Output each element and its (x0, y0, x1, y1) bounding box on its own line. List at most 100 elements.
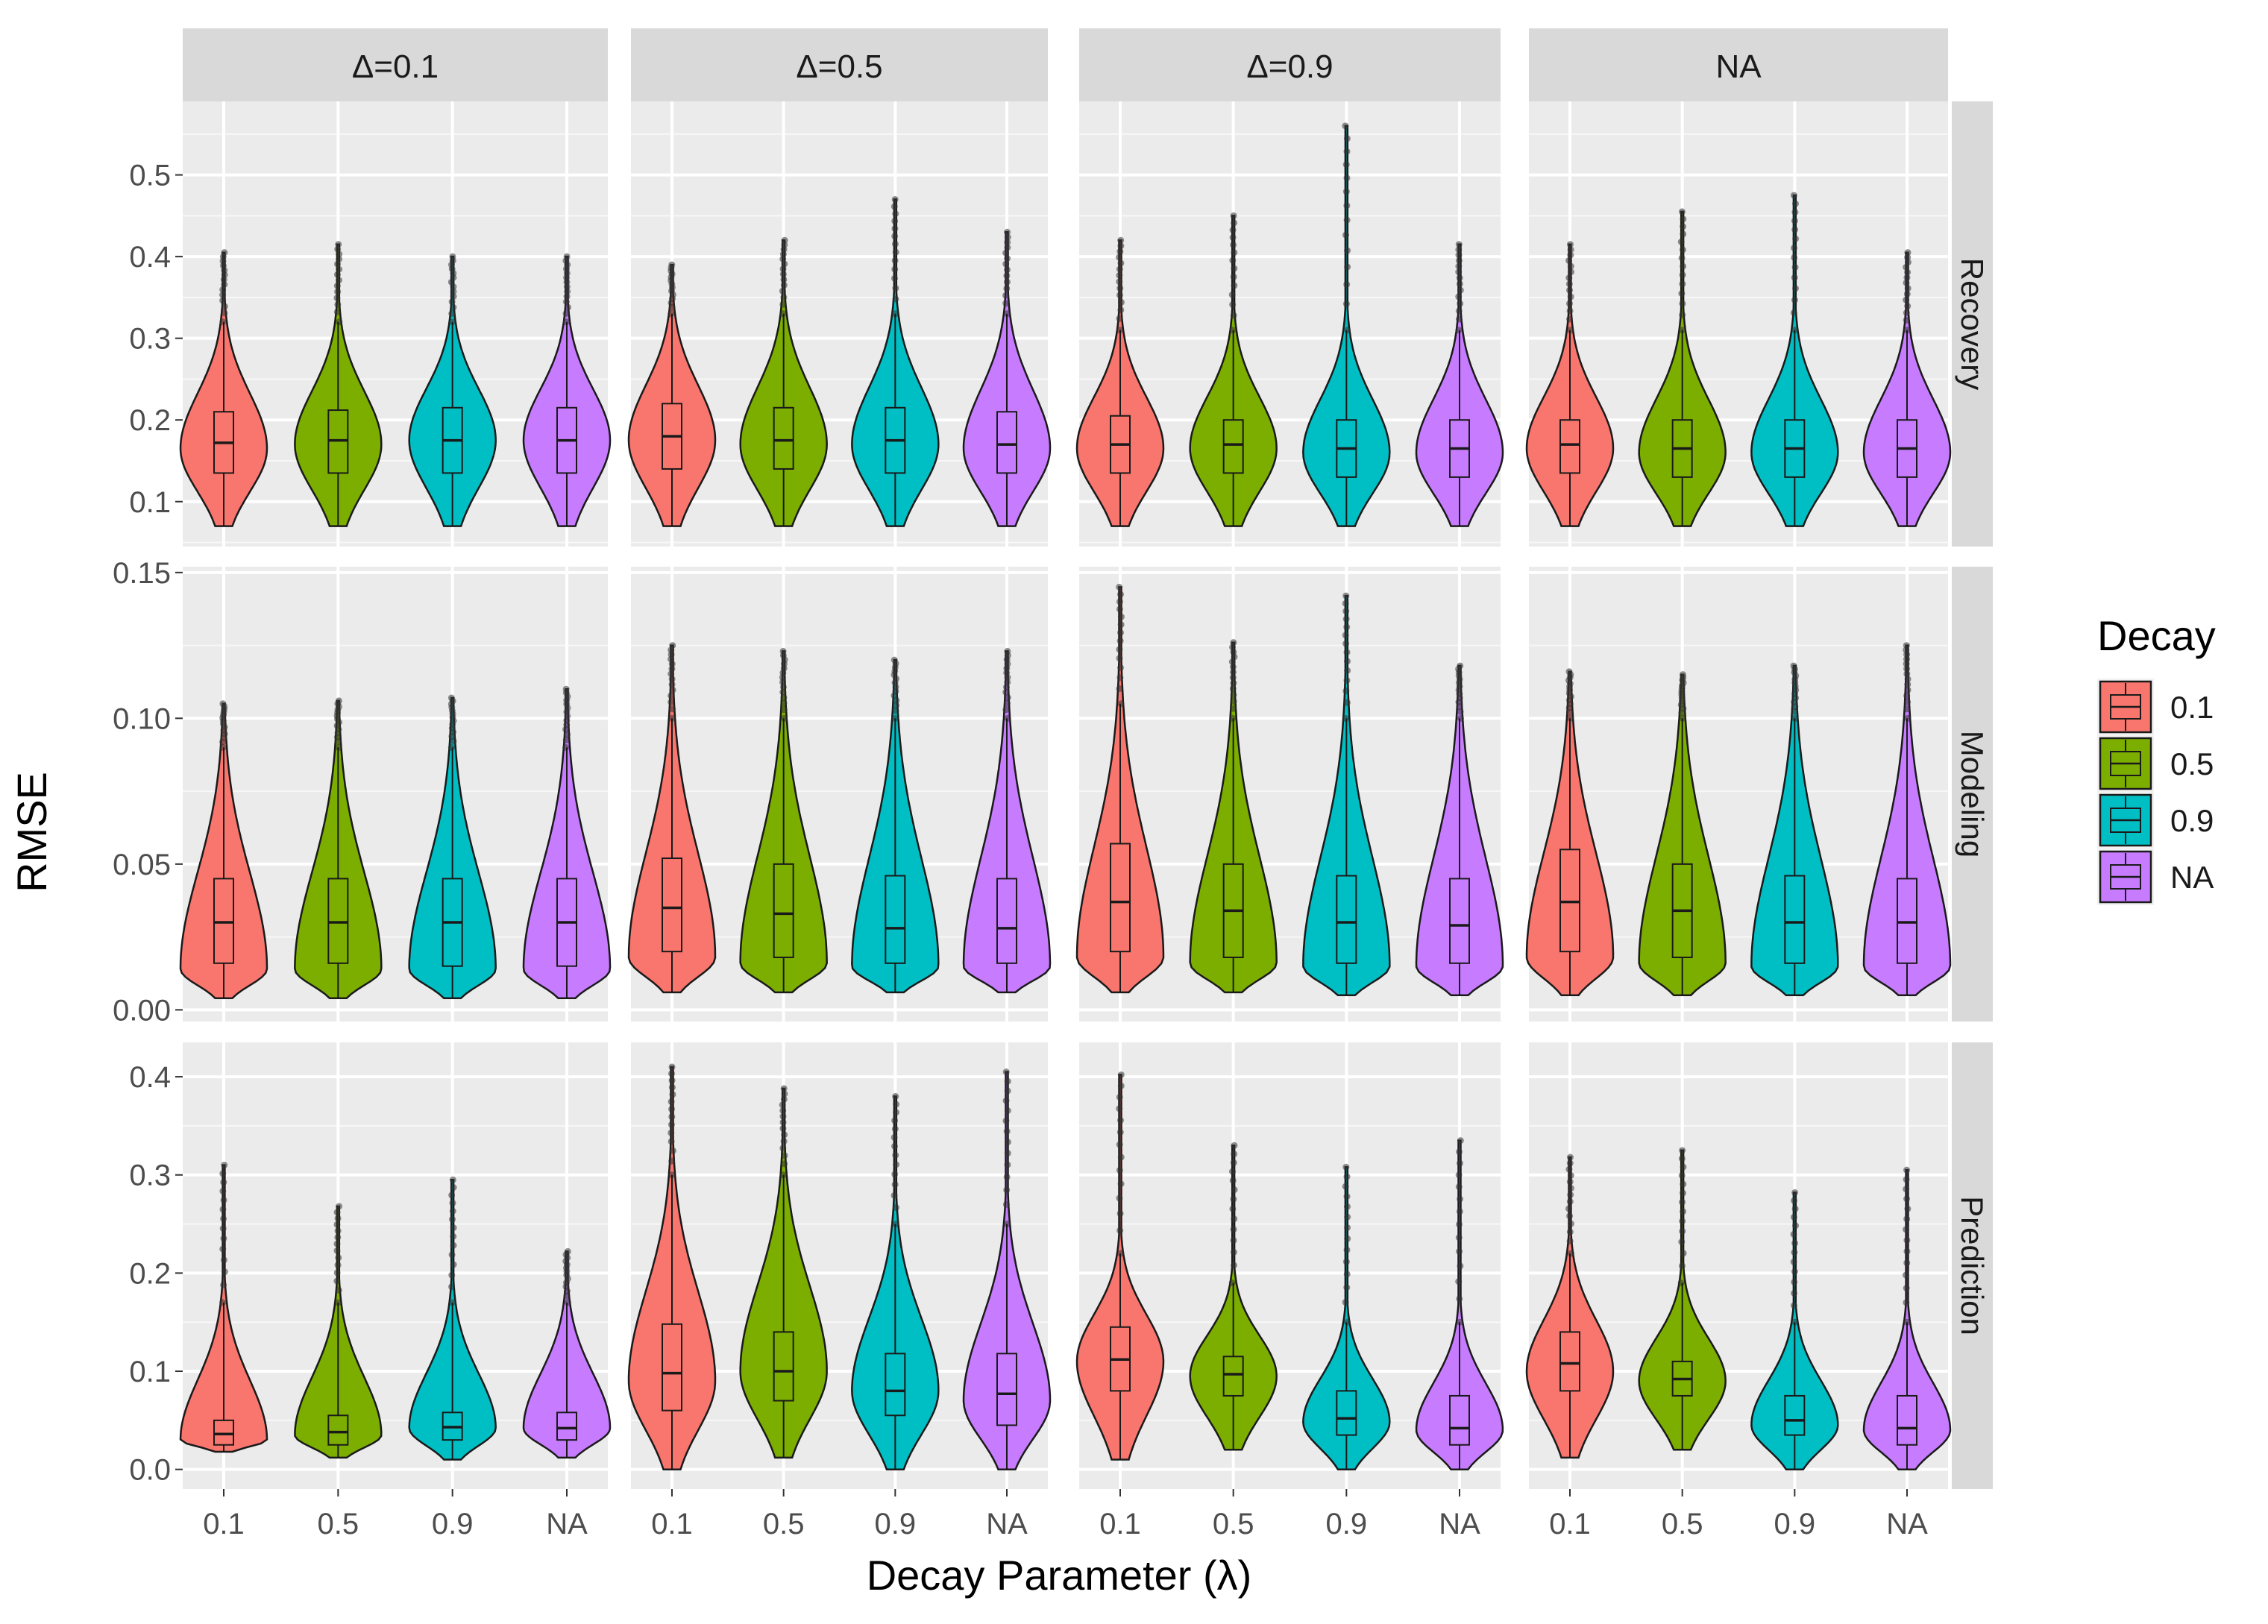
outlier-point (779, 1145, 787, 1152)
x-tick-label: 0.9 (875, 1508, 917, 1540)
outlier-point (1116, 1166, 1123, 1174)
outlier-point (1004, 1107, 1011, 1114)
outlier-point (1790, 309, 1797, 316)
outlier-point (890, 274, 898, 282)
outlier-point (1004, 699, 1011, 707)
outlier-point (891, 195, 899, 203)
facet-panel (627, 101, 1052, 547)
outlier-point (562, 685, 570, 693)
outlier-point (1455, 1221, 1463, 1228)
box (1449, 878, 1470, 964)
outlier-point (779, 1124, 787, 1132)
box (1222, 419, 1244, 474)
outlier-point (219, 1206, 227, 1213)
outlier-point (1230, 1159, 1237, 1166)
outlier-point (1003, 1173, 1011, 1180)
outlier-point (1904, 714, 1912, 722)
outlier-point (1680, 215, 1687, 223)
outlier-point (1004, 1139, 1011, 1146)
outlier-point (1117, 1071, 1125, 1078)
outlier-point (893, 1101, 900, 1108)
outlier-point (1116, 1195, 1123, 1202)
violin (1075, 236, 1165, 527)
outlier-point (1679, 300, 1686, 307)
outlier-point (1455, 315, 1463, 323)
outlier-point (1457, 1262, 1464, 1270)
outlier-point (1567, 246, 1574, 254)
violin (851, 1092, 940, 1470)
outlier-point (1342, 1298, 1349, 1306)
outlier-point (892, 248, 899, 256)
x-tick-label: 0.9 (1326, 1508, 1368, 1540)
box (1784, 1394, 1806, 1436)
outlier-point (1903, 705, 1911, 713)
outlier-point (449, 1176, 456, 1183)
outlier-point (219, 1245, 227, 1253)
outlier-point (1342, 231, 1350, 239)
facet-panel (627, 1042, 1052, 1489)
outlier-point (1677, 238, 1685, 245)
outlier-point (1904, 268, 1912, 276)
outlier-point (1116, 315, 1123, 322)
outlier-point (1566, 241, 1574, 248)
violin (1638, 671, 1727, 997)
outlier-point (1678, 1262, 1686, 1270)
outlier-point (669, 642, 676, 649)
outlier-point (1230, 1248, 1237, 1256)
violin (179, 1162, 268, 1453)
outlier-point (1343, 174, 1351, 182)
outlier-point (1116, 638, 1124, 645)
violin (1075, 583, 1165, 994)
outlier-point (1229, 300, 1237, 308)
y-tick-label: 0.05 (113, 849, 171, 881)
y-axes: 0.1 0.2 0.3 0.4 0.5 0.00 0.05 0.10 0.15 0.0 0.1 0.2… (113, 160, 183, 1487)
outlier-point (1004, 1161, 1011, 1168)
outlier-point (1567, 268, 1574, 276)
violin (1415, 1137, 1504, 1470)
violin (1189, 1142, 1278, 1451)
outlier-point (1002, 1097, 1010, 1104)
outlier-point (1903, 1166, 1911, 1174)
outlier-point (1230, 639, 1237, 646)
outlier-point (1230, 1262, 1237, 1269)
outlier-point (1678, 1155, 1686, 1162)
y-tick-label: 0.00 (113, 994, 171, 1027)
facet-strip-column (631, 28, 1048, 101)
box (1784, 875, 1806, 964)
outlier-point (667, 1138, 675, 1145)
outlier-point (1003, 278, 1011, 286)
outlier-point (1342, 599, 1349, 607)
violin (739, 236, 828, 527)
outlier-point (333, 1277, 341, 1285)
box (773, 1331, 794, 1402)
outlier-point (333, 1240, 341, 1247)
violin (851, 195, 940, 527)
outlier-point (563, 1292, 571, 1300)
outlier-point (1344, 327, 1351, 334)
outlier-point (1678, 290, 1686, 298)
outlier-point (1343, 280, 1351, 288)
outlier-point (1343, 1203, 1351, 1210)
outlier-point (668, 1083, 676, 1091)
outlier-point (1904, 1205, 1912, 1212)
outlier-point (333, 1247, 341, 1254)
violin (1750, 1189, 1839, 1470)
violin (1750, 662, 1839, 997)
outlier-point (1116, 271, 1123, 279)
outlier-point (1790, 1213, 1797, 1221)
outlier-point (1116, 646, 1123, 653)
outlier-point (562, 743, 570, 751)
outlier-point (447, 694, 455, 702)
outlier-point (779, 1101, 786, 1109)
outlier-point (450, 1184, 457, 1192)
outlier-point (220, 1215, 227, 1223)
outlier-point (1903, 1176, 1910, 1183)
outlier-point (1229, 256, 1237, 264)
outlier-point (1344, 1235, 1351, 1242)
outlier-point (449, 253, 456, 260)
x-tick-label: 0.5 (318, 1508, 359, 1540)
outlier-point (1566, 1228, 1574, 1236)
outlier-point (780, 706, 788, 714)
legend-entry: 0.9 (2097, 792, 2214, 849)
outlier-point (1002, 300, 1010, 307)
